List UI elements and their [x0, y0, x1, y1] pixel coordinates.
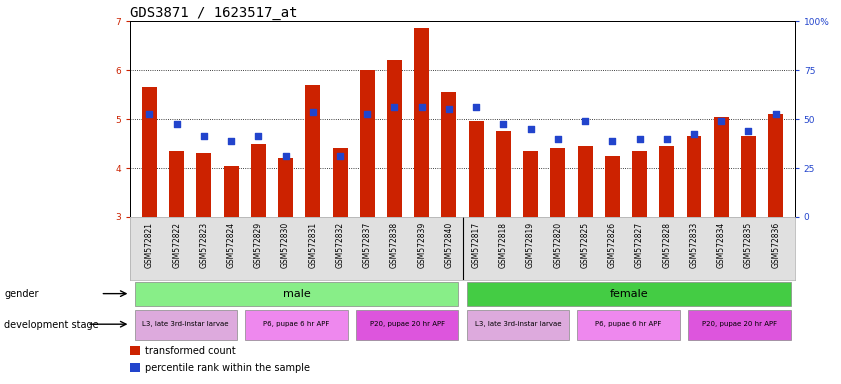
Text: GSM572820: GSM572820 — [553, 222, 563, 268]
Bar — [278, 158, 293, 217]
Bar — [605, 156, 620, 217]
Text: GSM572817: GSM572817 — [472, 222, 481, 268]
Text: GSM572828: GSM572828 — [662, 222, 671, 268]
Point — [143, 111, 156, 117]
Point — [442, 106, 456, 113]
Text: GSM572825: GSM572825 — [580, 222, 590, 268]
Point — [551, 136, 564, 142]
Point — [715, 118, 728, 124]
Text: GSM572831: GSM572831 — [309, 222, 317, 268]
Bar — [387, 60, 402, 217]
Bar — [251, 144, 266, 217]
Point — [170, 121, 183, 127]
Bar — [442, 92, 457, 217]
Bar — [356, 310, 458, 340]
Text: male: male — [283, 289, 310, 299]
Bar — [688, 310, 791, 340]
Text: L3, late 3rd-instar larvae: L3, late 3rd-instar larvae — [142, 321, 229, 327]
Text: GSM572818: GSM572818 — [499, 222, 508, 268]
Text: GSM572840: GSM572840 — [444, 222, 453, 268]
Point — [579, 118, 592, 124]
Bar — [169, 151, 184, 217]
Text: P20, pupae 20 hr APF: P20, pupae 20 hr APF — [702, 321, 777, 327]
Point — [769, 111, 782, 117]
Bar — [467, 310, 569, 340]
Text: P6, pupae 6 hr APF: P6, pupae 6 hr APF — [595, 321, 662, 327]
Bar — [305, 85, 320, 217]
Text: GSM572830: GSM572830 — [281, 222, 290, 268]
Point — [279, 153, 293, 159]
Point — [361, 111, 374, 117]
Text: GSM572832: GSM572832 — [336, 222, 345, 268]
Text: P6, pupae 6 hr APF: P6, pupae 6 hr APF — [263, 321, 330, 327]
Point — [524, 126, 537, 132]
Point — [197, 133, 210, 139]
Text: GDS3871 / 1623517_at: GDS3871 / 1623517_at — [130, 6, 298, 20]
Text: GSM572835: GSM572835 — [744, 222, 753, 268]
Point — [333, 153, 346, 159]
Bar — [523, 151, 538, 217]
Text: GSM572839: GSM572839 — [417, 222, 426, 268]
Bar — [496, 131, 510, 217]
Text: P20, pupae 20 hr APF: P20, pupae 20 hr APF — [370, 321, 445, 327]
Text: GSM572838: GSM572838 — [390, 222, 399, 268]
Bar — [550, 149, 565, 217]
Text: GSM572821: GSM572821 — [145, 222, 154, 268]
Text: GSM572833: GSM572833 — [690, 222, 699, 268]
Text: GSM572837: GSM572837 — [362, 222, 372, 268]
Bar — [130, 363, 140, 372]
Text: transformed count: transformed count — [145, 346, 235, 356]
Point — [660, 136, 674, 142]
Text: percentile rank within the sample: percentile rank within the sample — [145, 363, 310, 373]
Bar — [659, 146, 674, 217]
Point — [251, 133, 265, 139]
Point — [742, 128, 755, 134]
Bar — [415, 28, 429, 217]
Bar — [578, 146, 593, 217]
Text: gender: gender — [4, 289, 39, 299]
Text: GSM572823: GSM572823 — [199, 222, 209, 268]
Point — [687, 131, 701, 137]
Text: GSM572822: GSM572822 — [172, 222, 181, 268]
Bar — [360, 70, 375, 217]
Point — [225, 138, 238, 144]
Bar — [578, 310, 680, 340]
Text: GSM572826: GSM572826 — [608, 222, 616, 268]
Bar — [632, 151, 647, 217]
Point — [388, 104, 401, 110]
Point — [306, 109, 320, 115]
Text: GSM572834: GSM572834 — [717, 222, 726, 268]
Text: GSM572819: GSM572819 — [526, 222, 535, 268]
Point — [632, 136, 646, 142]
Bar — [142, 87, 157, 217]
Text: female: female — [610, 289, 648, 299]
Point — [415, 104, 428, 110]
Bar — [135, 310, 237, 340]
Bar — [768, 114, 783, 217]
Bar — [135, 282, 458, 306]
Text: GSM572827: GSM572827 — [635, 222, 644, 268]
Bar — [714, 117, 728, 217]
Bar — [468, 121, 484, 217]
Text: development stage: development stage — [4, 320, 99, 330]
Bar — [686, 136, 701, 217]
Point — [606, 138, 619, 144]
Bar — [246, 310, 347, 340]
Text: GSM572824: GSM572824 — [226, 222, 235, 268]
Bar — [130, 346, 140, 355]
Bar — [224, 166, 239, 217]
Point — [497, 121, 510, 127]
Bar — [332, 149, 347, 217]
Text: L3, late 3rd-instar larvae: L3, late 3rd-instar larvae — [474, 321, 561, 327]
Bar — [197, 153, 211, 217]
Bar — [741, 136, 756, 217]
Point — [469, 104, 483, 110]
Bar — [467, 282, 791, 306]
Text: GSM572836: GSM572836 — [771, 222, 780, 268]
Text: GSM572829: GSM572829 — [254, 222, 263, 268]
